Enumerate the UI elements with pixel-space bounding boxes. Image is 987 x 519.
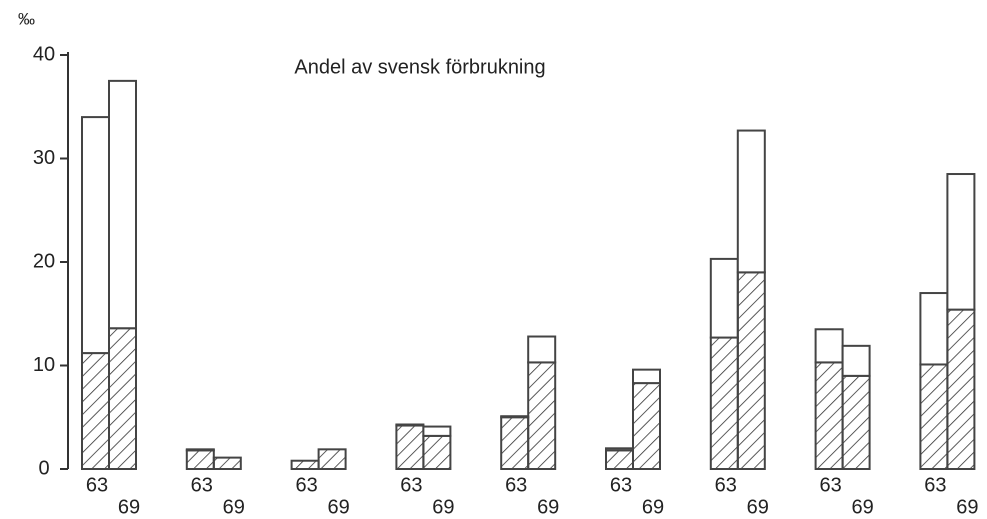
bar-segment [527,361,557,470]
bar-segment [81,116,110,355]
x-tick-label: 63 [715,474,737,496]
bar-segment [709,257,739,339]
bar-segment [632,382,661,470]
y-tick-label: 20 [33,250,55,272]
bar-segment [212,456,242,470]
x-tick-label: 63 [819,474,841,496]
x-tick-label: 69 [537,496,559,518]
bar-segment [946,308,976,470]
bar-segment [500,416,530,470]
bar-segment [841,374,871,471]
bar-segment [500,415,530,419]
bar-segment [814,328,844,364]
bar-segment [605,449,634,470]
bar-segment [422,434,452,471]
bar-segment [709,336,739,470]
bar-segment [317,448,347,470]
x-tick-label: 69 [118,496,140,518]
bar-segment [841,344,871,377]
bar-segment [527,335,557,364]
x-tick-label: 69 [747,496,769,518]
x-tick-label: 63 [400,474,422,496]
bar-segment [81,352,110,470]
x-tick-label: 69 [432,496,454,518]
bar-segment [814,361,844,470]
bar-segment [919,292,949,366]
x-tick-label: 63 [191,474,213,496]
x-tick-label: 69 [223,496,245,518]
x-tick-label: 63 [295,474,317,496]
x-tick-label: 63 [610,474,632,496]
x-tick-label: 63 [505,474,527,496]
x-tick-label: 69 [851,496,873,518]
bar-segment [632,368,661,385]
bar-segment [395,423,425,427]
bar-segment [605,447,634,452]
bar-segment [736,271,766,470]
x-tick-label: 69 [956,496,978,518]
x-tick-label: 63 [86,474,108,496]
bar-segment [736,129,766,274]
bar-segment [108,79,137,330]
bar-segment [185,449,215,470]
y-tick-label: 10 [33,354,55,376]
y-tick-label: 40 [33,43,55,65]
bar-segment [422,425,452,437]
bar-segment [919,363,949,470]
chart-title: Andel av svensk förbrukning [294,56,545,78]
bar-segment [946,173,976,311]
y-tick-label: 0 [38,457,49,479]
x-tick-label: 69 [327,496,349,518]
bar-segment [290,459,320,471]
bar-segment [395,424,425,470]
bar-segment [108,327,137,470]
y-tick-label: 30 [33,147,55,169]
x-tick-label: 63 [924,474,946,496]
bar-segment [185,448,215,452]
x-tick-label: 69 [642,496,664,518]
y-axis-unit: ‰ [18,9,35,28]
